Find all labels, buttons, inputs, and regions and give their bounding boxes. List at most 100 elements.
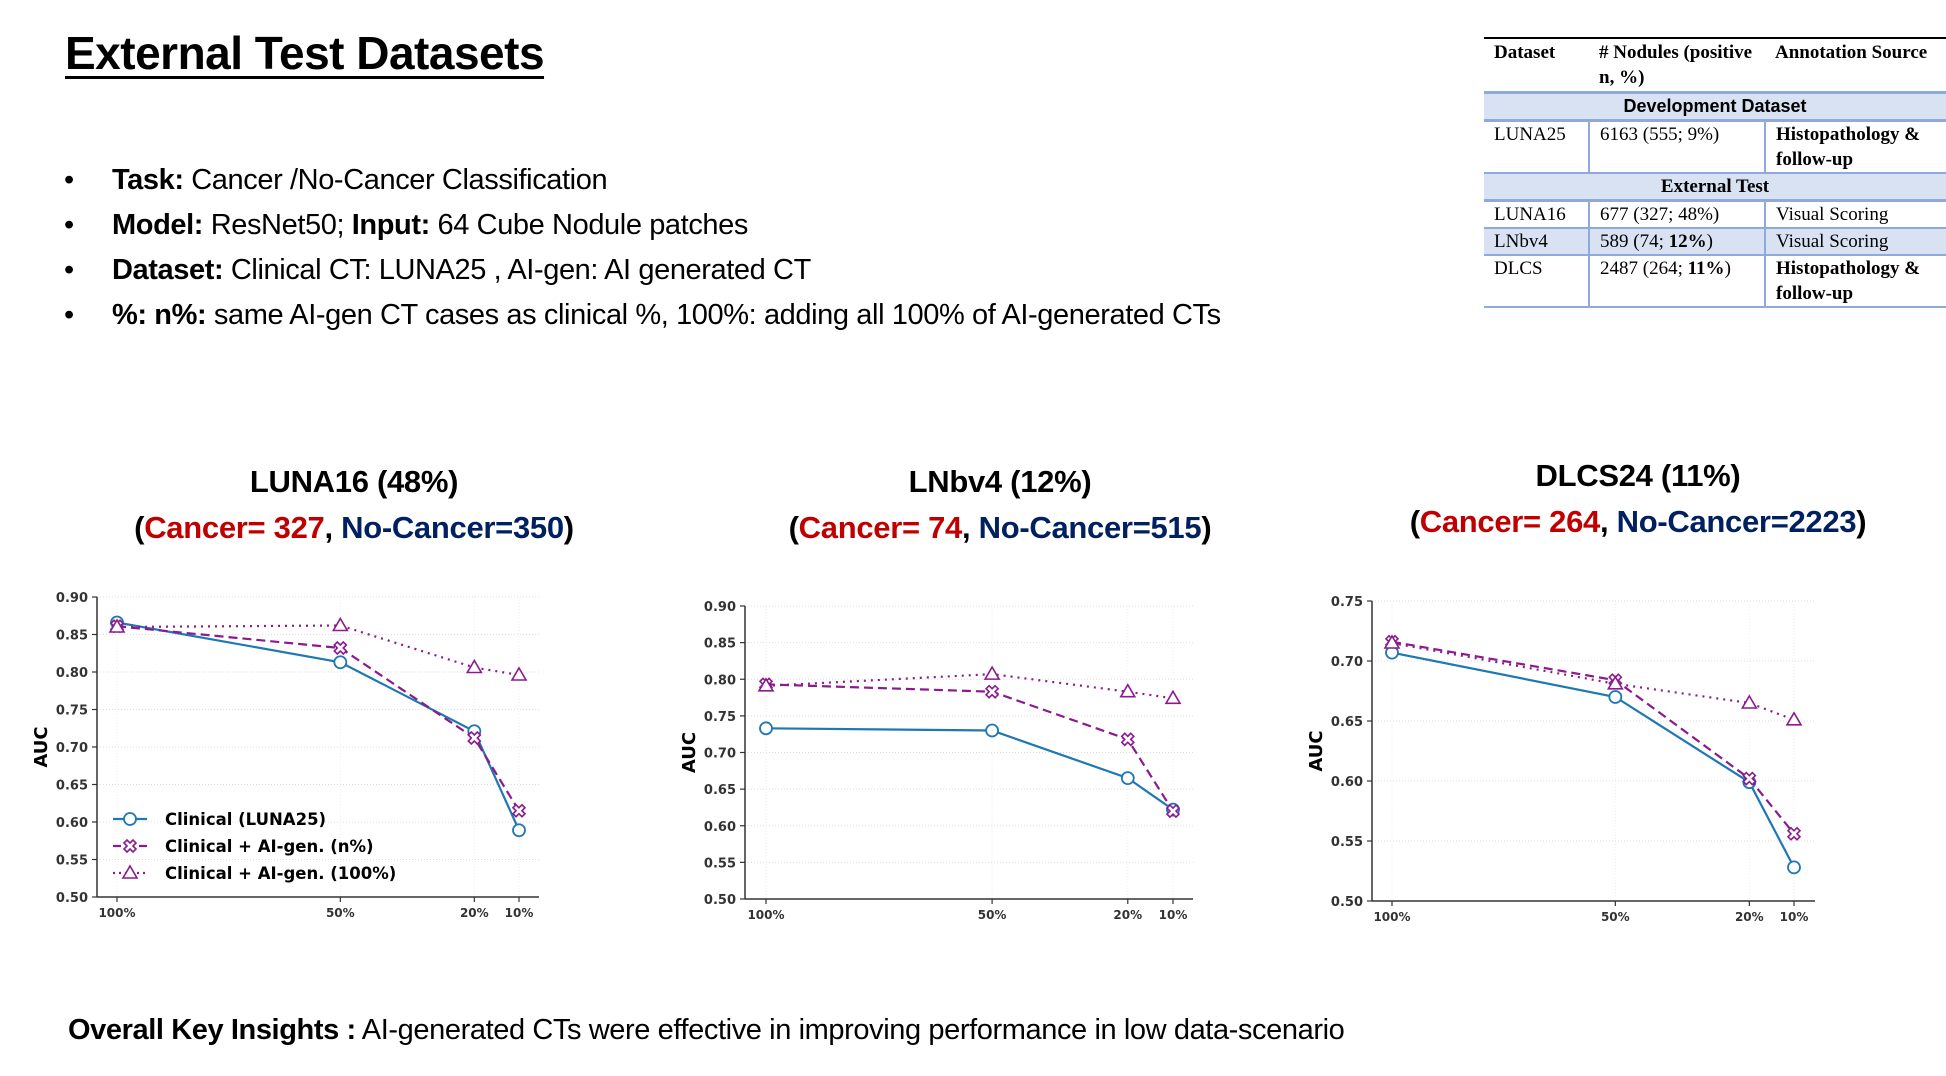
series-line-0 [116,621,521,831]
chart-subtitle: (Cancer= 74, No-Cancer=515) [788,510,1212,545]
data-point-x [984,684,1000,699]
y-tick-label: 0.75 [1331,595,1363,610]
data-point-x [333,640,348,656]
data-point-triangle [465,658,483,674]
data-point-circle [512,823,526,838]
data-point-x [1742,771,1757,786]
no-cancer-count: No-Cancer=350 [341,510,564,545]
chart-subtitle: (Cancer= 327, No-Cancer=350) [134,510,574,545]
x-tick-label: 20% [460,906,489,920]
y-tick-label: 0.80 [56,666,88,681]
x-tick-label: 10% [1159,908,1188,922]
header-source: Annotation Source [1765,37,1946,93]
cell-nodules: 2487 (264; 11%) [1588,255,1765,307]
bullet-icon: • [64,254,74,286]
y-tick-label: 0.65 [704,783,736,798]
y-tick-label: 0.55 [1331,835,1363,850]
table-section-external: External Test [1484,173,1946,202]
cell-source: Histopathology & follow-up [1764,255,1946,307]
data-point-triangle [331,616,349,632]
cell-source: Histopathology & follow-up [1764,120,1946,173]
series-line-1 [116,625,520,812]
y-tick-label: 0.70 [704,747,736,762]
data-point-circle [1787,860,1801,875]
bullet-icon: • [64,299,74,331]
dataset-table: Dataset # Nodules (positive n, %) Annota… [1484,37,1946,308]
x-tick-label: 50% [978,908,1007,922]
bullet-text: ResNet50; [203,209,352,241]
x-tick-label: 10% [505,906,534,920]
data-point-triangle [108,618,126,633]
chart-0: 0.50 0.55 0.60 0.65 0.70 0.75 0.80 0.85 0.90 100%… [31,591,539,920]
legend-marker-circle [123,812,137,826]
y-tick-label: 0.60 [56,816,88,831]
y-tick-label: 0.80 [704,673,736,688]
x-tick-label: 10% [1780,910,1809,924]
y-tick-label: 0.60 [1331,775,1363,790]
y-tick-label: 0.85 [704,637,736,652]
insight-text: AI-generated CTs were effective in impro… [355,1014,1345,1046]
y-tick-label: 0.75 [704,710,736,725]
series-line-1 [765,683,1174,812]
y-axis-label: AUC [1306,730,1327,771]
cell-source: Visual Scoring [1764,200,1946,228]
cell-dataset: LNbv4 [1484,228,1589,255]
chart-2: 0.50 0.55 0.60 0.65 0.70 0.75 100% 50% 20% 10% AUC [1306,595,1815,924]
no-cancer-count: No-Cancer=515 [978,510,1202,545]
y-tick-label: 0.50 [1331,895,1363,910]
x-tick-label: 20% [1735,910,1764,924]
bullet-icon: • [64,164,74,196]
y-axis-label: AUC [679,732,700,773]
bullet-label: %: n%: [112,299,207,331]
series-line-2 [765,673,1174,700]
data-point-triangle [757,677,775,692]
cell-nodules: 589 (74; 12%) [1588,228,1765,255]
x-tick-label: 20% [1113,908,1142,922]
series-line-1 [1391,640,1795,835]
data-point-circle [1608,690,1623,704]
table-row: DLCS 2487 (264; 11%) Histopathology & fo… [1484,255,1946,307]
cell-dataset: LUNA25 [1494,124,1566,145]
data-point-x [511,803,527,818]
cancer-count: Cancer= 327 [144,510,325,545]
chart-title-luna16: LUNA16 (48%) (Cancer= 327, No-Cancer=350… [134,459,574,551]
bullet-label: Task: [112,164,184,196]
cell-nodules: 6163 (555; 9%) [1588,120,1765,173]
series-line-0 [1391,651,1795,868]
data-point-circle [333,655,348,670]
bullet-text: same AI-gen CT cases as clinical %, 100%… [206,299,1221,331]
key-insight: Overall Key Insights : AI-generated CTs … [68,1014,1345,1047]
y-tick-label: 0.60 [704,820,736,835]
data-point-triangle [1164,689,1182,705]
series-line-2 [116,624,520,677]
bullet-dataset: • Dataset: Clinical CT: LUNA25 , AI-gen: … [64,248,1221,293]
table-section-development: Development Dataset [1484,92,1946,122]
bullet-task: • Task: Cancer /No-Cancer Classification [64,158,1221,203]
nodules-percent: 11% [1687,258,1725,279]
cell-nodules: 677 (327; 48%) [1588,200,1765,228]
section-label: External Test [1484,173,1946,202]
y-tick-label: 0.90 [56,591,88,606]
x-tick-label: 100% [98,906,135,920]
y-tick-label: 0.90 [704,600,736,615]
legend-label: Clinical + AI-gen. (n%) [165,837,374,856]
cancer-count: Cancer= 264 [1419,504,1601,539]
bullet-label: Dataset: [112,254,224,286]
data-point-x [1120,732,1135,747]
data-point-triangle [1740,694,1758,709]
nodules-percent: 12% [1668,231,1707,252]
cell-source: Visual Scoring [1764,228,1946,255]
data-point-circle [985,723,1000,738]
x-tick-label: 50% [326,906,355,920]
y-axis-label: AUC [31,726,52,767]
section-label: Development Dataset [1484,92,1946,122]
y-tick-label: 0.65 [1331,715,1363,730]
header-nodules: # Nodules (positive n, %) [1589,37,1765,93]
x-tick-label: 50% [1601,910,1630,924]
y-tick-label: 0.55 [56,854,88,869]
data-point-triangle [1606,675,1624,690]
y-tick-label: 0.70 [1331,655,1363,670]
header-dataset: Dataset [1484,37,1589,93]
insight-label: Overall Key Insights : [68,1014,356,1046]
